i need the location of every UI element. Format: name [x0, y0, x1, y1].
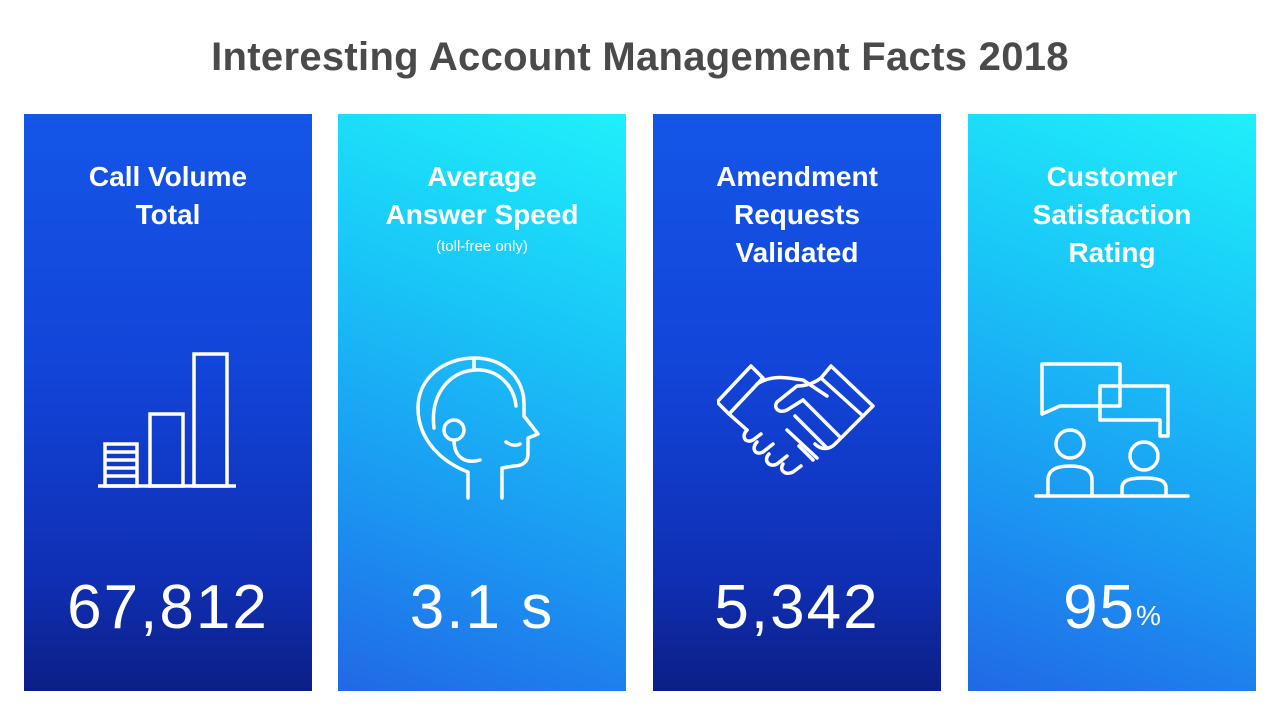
headset-agent-icon: [402, 350, 562, 510]
card-call-volume: Call Volume Total 67,812: [24, 114, 312, 691]
card-value: 67,812: [24, 572, 312, 644]
card-value-number: 5,342: [714, 573, 880, 642]
card-value: 3.1 s: [338, 572, 626, 644]
card-heading-line: Call Volume: [88, 161, 248, 192]
card-customer-satisfaction: Customer Satisfaction Rating 95%: [968, 114, 1256, 691]
card-value: 95%: [968, 572, 1256, 644]
conversation-icon: [1032, 350, 1192, 510]
card-heading-line: Requests: [733, 199, 861, 230]
card-heading-line: Customer: [1046, 161, 1178, 192]
card-heading-line: Rating: [1068, 237, 1156, 268]
card-value-number: 67,812: [67, 573, 269, 642]
handshake-icon: [717, 350, 877, 510]
card-heading-line: Answer Speed: [385, 199, 579, 230]
card-value: 5,342: [653, 572, 941, 644]
page-title: Interesting Account Management Facts 201…: [211, 35, 1069, 79]
card-subtitle: (toll-free only): [436, 238, 528, 255]
card-value-number: 3.1 s: [409, 573, 555, 642]
card-heading: Customer Satisfaction Rating: [968, 158, 1256, 272]
card-heading-line: Validated: [735, 237, 859, 268]
card-value-suffix: %: [1136, 600, 1161, 631]
card-heading-line: Amendment: [716, 161, 878, 192]
card-heading-line: Satisfaction: [1032, 199, 1192, 230]
card-heading: Average Answer Speed: [338, 158, 626, 234]
card-amendment-requests: Amendment Requests Validated 5,34: [653, 114, 941, 691]
card-answer-speed: Average Answer Speed (toll-free only) 3.…: [338, 114, 626, 691]
card-heading-line: Total: [135, 199, 201, 230]
card-value-number: 95: [1063, 573, 1137, 642]
card-heading-line: Average: [427, 161, 537, 192]
card-heading: Call Volume Total: [24, 158, 312, 234]
card-heading: Amendment Requests Validated: [653, 158, 941, 272]
bar-chart-icon: [88, 350, 248, 510]
